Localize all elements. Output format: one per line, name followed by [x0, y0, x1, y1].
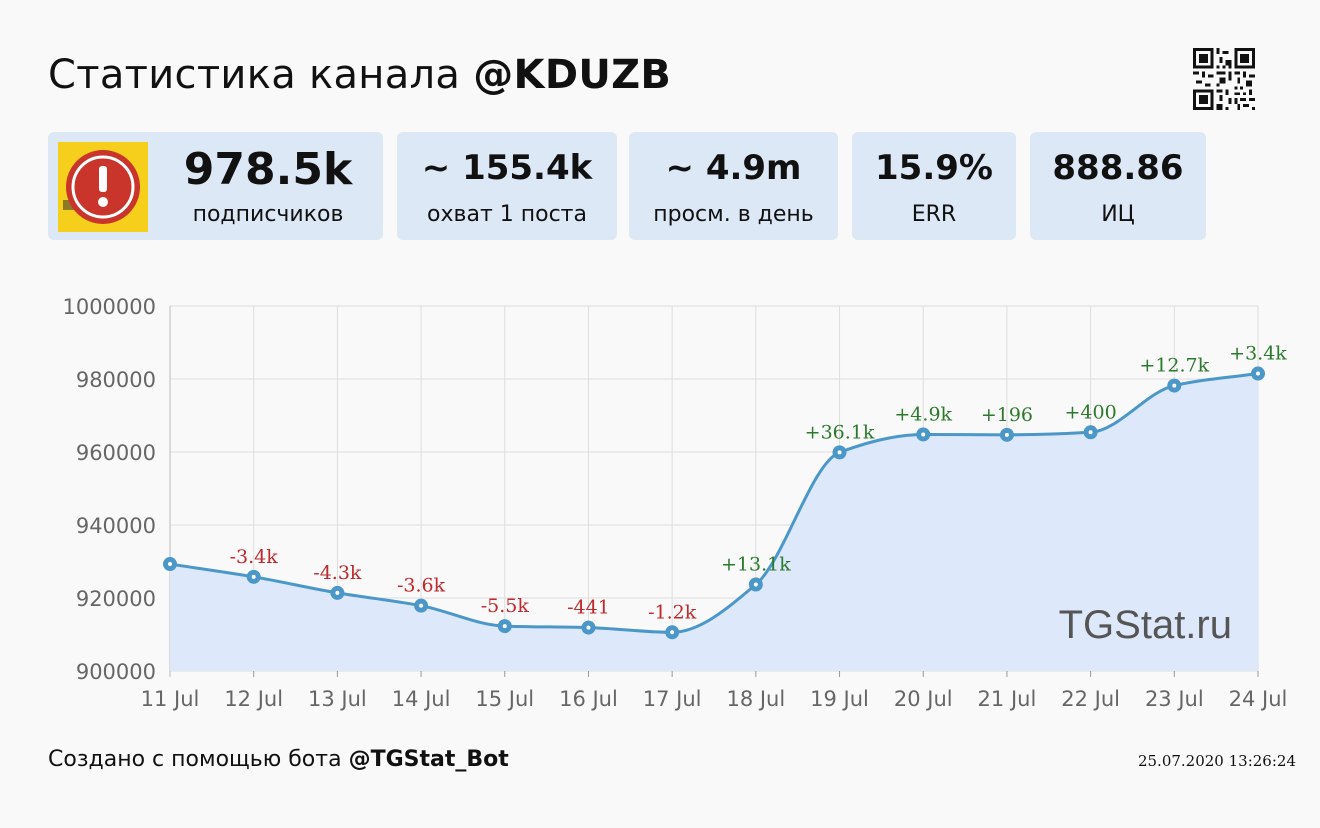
y-tick-label: 960000	[76, 441, 156, 465]
stat-label: ERR	[911, 202, 957, 227]
data-label: -441	[567, 597, 610, 619]
data-point-center	[921, 432, 926, 437]
stat-label: ИЦ	[1101, 202, 1135, 227]
data-label: +196	[981, 404, 1033, 426]
y-tick-label: 980000	[76, 368, 156, 392]
stat-value: 978.5k	[183, 144, 353, 195]
data-point-center	[753, 582, 758, 587]
channel-handle: @KDUZB	[473, 52, 672, 98]
data-point-center	[1172, 383, 1177, 388]
data-point-center	[670, 630, 675, 635]
data-label: +3.4k	[1229, 343, 1287, 365]
stat-card-citation-index: 888.86 ИЦ	[1030, 132, 1206, 240]
data-label: -5.5k	[481, 595, 530, 617]
stat-card-reach: ~ 155.4k охват 1 поста	[397, 132, 617, 240]
stat-value: 15.9%	[875, 148, 993, 188]
data-label: +13.1k	[721, 553, 791, 575]
x-tick-label: 11 Jul	[141, 687, 200, 711]
stat-value: 888.86	[1052, 148, 1184, 188]
x-tick-label: 15 Jul	[475, 687, 534, 711]
x-tick-label: 24 Jul	[1229, 687, 1288, 711]
x-tick-label: 14 Jul	[392, 687, 451, 711]
exclamation-icon	[58, 142, 148, 232]
data-label: +4.9k	[894, 403, 952, 425]
stat-value: ~ 155.4k	[421, 148, 593, 188]
data-label: -3.4k	[230, 546, 279, 568]
stat-card-subscribers: 978.5k подписчиков	[48, 132, 383, 240]
footer-credit: Создано с помощью бота @TGStat_Bot	[48, 747, 509, 772]
qr-code-icon	[1193, 48, 1255, 110]
stat-label: охват 1 поста	[427, 202, 587, 227]
data-label: -3.6k	[397, 575, 446, 597]
x-tick-label: 19 Jul	[810, 687, 869, 711]
y-tick-label: 940000	[76, 514, 156, 538]
stat-value: ~ 4.9m	[665, 148, 802, 188]
x-tick-label: 21 Jul	[978, 687, 1037, 711]
footer-prefix: Создано с помощью бота	[48, 747, 349, 772]
data-point-center	[586, 625, 591, 630]
watermark: TGStat.ru	[1059, 603, 1232, 647]
x-tick-label: 16 Jul	[559, 687, 618, 711]
stat-label: подписчиков	[192, 202, 344, 227]
data-label: -4.3k	[313, 562, 362, 584]
stat-card-err: 15.9% ERR	[852, 132, 1016, 240]
x-tick-label: 12 Jul	[224, 687, 283, 711]
x-tick-label: 23 Jul	[1145, 687, 1204, 711]
data-point-center	[1256, 371, 1260, 376]
y-tick-label: 900000	[76, 660, 156, 684]
data-label: +36.1k	[805, 421, 875, 443]
data-point-center	[1088, 430, 1093, 435]
timestamp: 25.07.2020 13:26:24	[1137, 752, 1296, 770]
data-point-center	[502, 624, 507, 629]
data-point-center	[168, 562, 172, 567]
x-tick-label: 18 Jul	[726, 687, 785, 711]
page-title: Статистика канала @KDUZB	[48, 52, 671, 98]
y-tick-label: 1000000	[62, 295, 156, 319]
x-tick-label: 20 Jul	[894, 687, 953, 711]
data-point-center	[251, 574, 256, 579]
channel-avatar	[58, 142, 148, 232]
x-tick-label: 22 Jul	[1061, 687, 1120, 711]
data-point-center	[419, 603, 424, 608]
data-point-center	[837, 450, 842, 455]
y-tick-label: 920000	[76, 587, 156, 611]
data-label: +12.7k	[1139, 355, 1209, 377]
stat-label: просм. в день	[653, 202, 814, 227]
series-area	[170, 373, 1258, 671]
bot-link[interactable]: @TGStat_Bot	[348, 747, 509, 772]
x-tick-label: 13 Jul	[308, 687, 367, 711]
data-point-center	[335, 590, 340, 595]
stat-card-daily-views: ~ 4.9m просм. в день	[629, 132, 838, 240]
data-label: +400	[1065, 401, 1117, 423]
data-point-center	[1004, 432, 1009, 437]
data-label: -1.2k	[648, 601, 697, 623]
x-tick-label: 17 Jul	[643, 687, 702, 711]
title-prefix: Статистика канала	[48, 52, 474, 98]
